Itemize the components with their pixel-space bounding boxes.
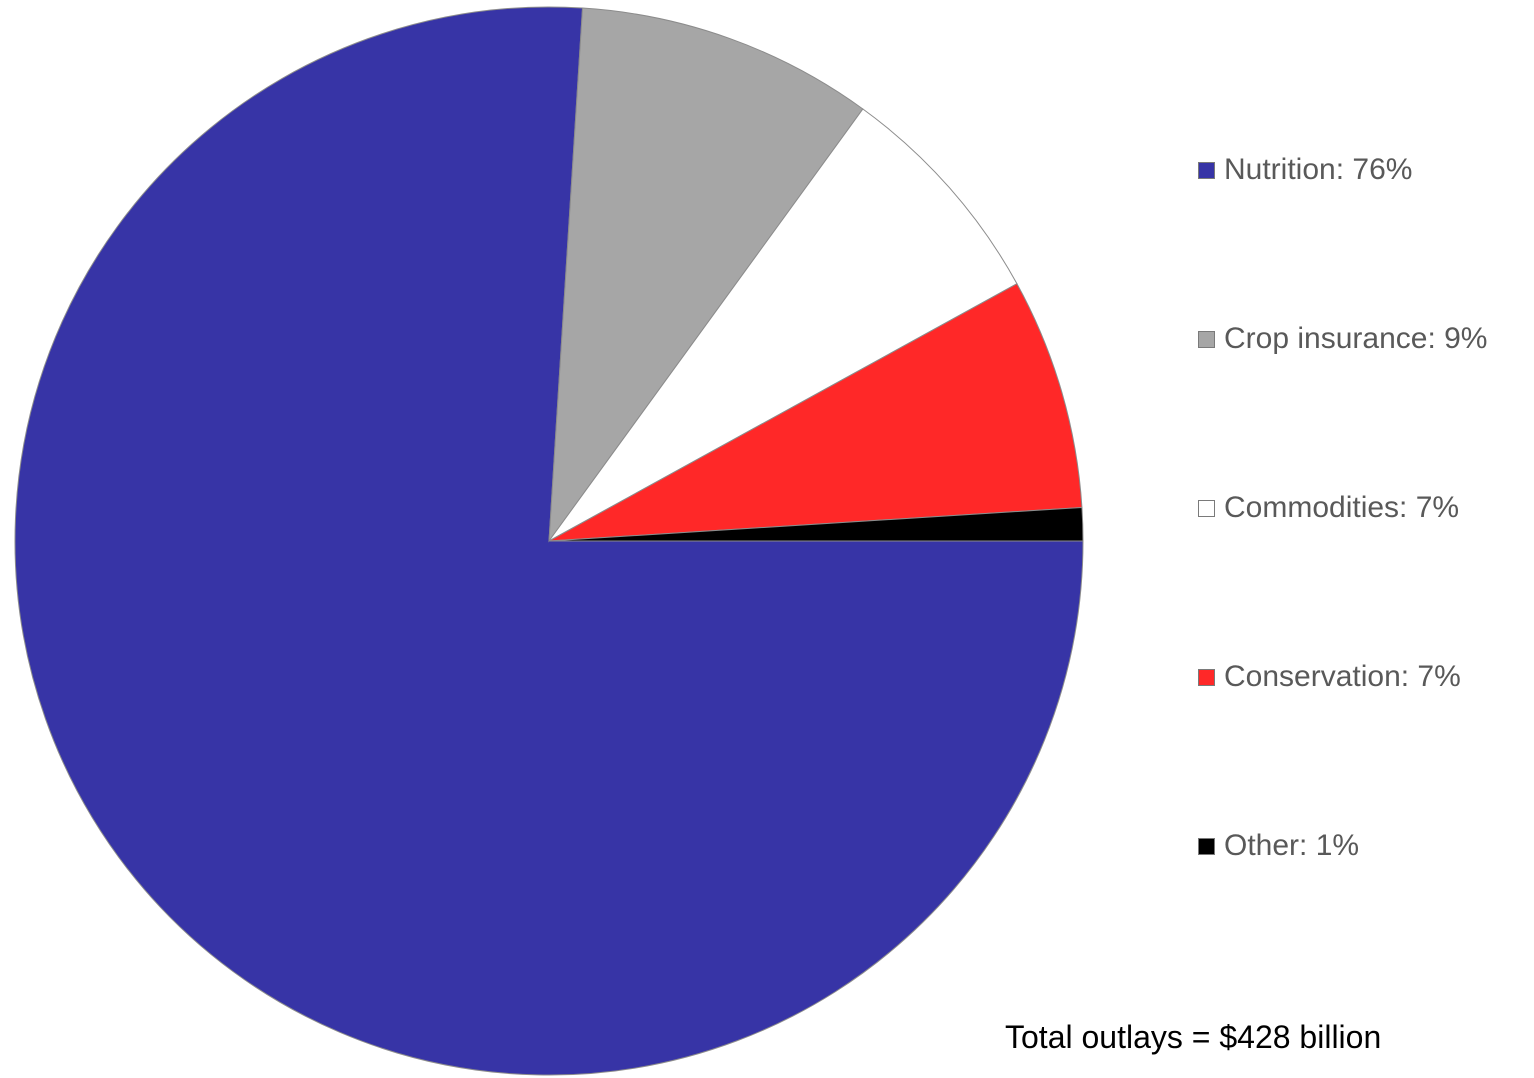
legend-label-commodities: Commodities: 7% xyxy=(1224,491,1460,524)
pie-slices xyxy=(14,6,1084,1076)
legend-swatch-other xyxy=(1198,837,1215,855)
total-outlays-note: Total outlays = $428 billion xyxy=(1005,1019,1382,1055)
chart-legend: Nutrition: 76% Crop insurance: 9% Commod… xyxy=(1198,148,1534,993)
legend-item-nutrition: Nutrition: 76% xyxy=(1198,148,1534,192)
legend-label-conservation: Conservation: 7% xyxy=(1224,660,1461,693)
legend-label-other: Other: 1% xyxy=(1224,829,1360,862)
pie-slice-crop-insurance xyxy=(548,7,864,543)
legend-swatch-nutrition xyxy=(1198,161,1215,179)
pie-slice-commodities xyxy=(548,108,1018,542)
legend-swatch-commodities xyxy=(1198,499,1215,517)
legend-swatch-crop-insurance xyxy=(1198,330,1215,348)
legend-item-commodities: Commodities: 7% xyxy=(1198,486,1534,530)
pie-slice-nutrition xyxy=(14,6,1084,1076)
pie-slice-conservation xyxy=(548,283,1083,542)
legend-label-nutrition: Nutrition: 76% xyxy=(1224,153,1413,186)
legend-item-other: Other: 1% xyxy=(1198,824,1534,868)
pie-slice-other xyxy=(548,506,1084,542)
legend-item-crop-insurance: Crop insurance: 9% xyxy=(1198,317,1534,361)
legend-swatch-conservation xyxy=(1198,668,1215,686)
legend-item-conservation: Conservation: 7% xyxy=(1198,655,1534,699)
legend-label-crop-insurance: Crop insurance: 9% xyxy=(1224,322,1488,355)
